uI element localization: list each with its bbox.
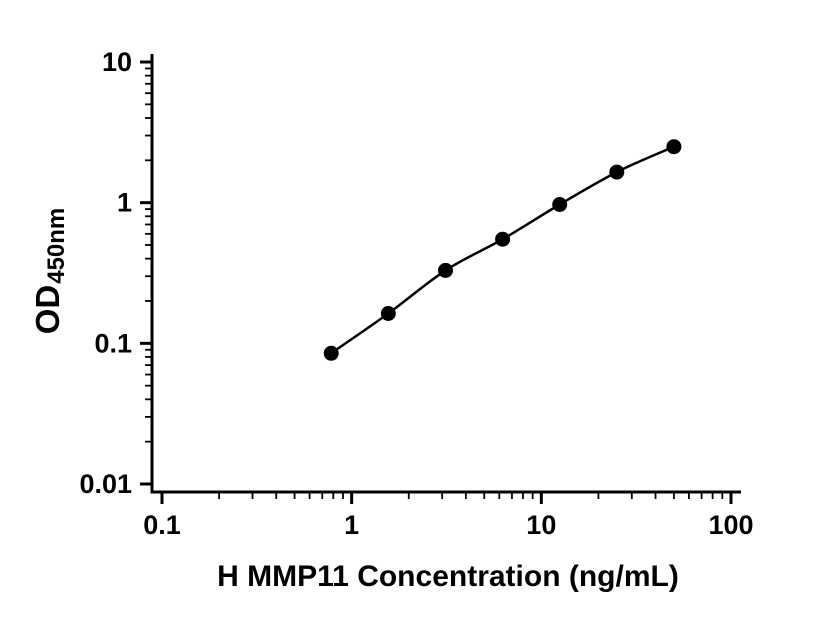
data-point xyxy=(552,197,568,212)
y-tick-label: 0.1 xyxy=(94,328,132,358)
data-point xyxy=(438,262,453,278)
x-tick-label: 100 xyxy=(708,510,753,540)
data-point xyxy=(666,139,682,155)
y-axis-label-main: OD xyxy=(29,284,66,335)
y-tick-label: 1 xyxy=(117,188,132,218)
x-tick-label: 10 xyxy=(526,510,556,540)
y-tick-label: 0.01 xyxy=(79,469,132,499)
data-point xyxy=(380,306,396,321)
x-axis-label: H MMP11 Concentration (ng/mL) xyxy=(217,560,679,593)
data-point xyxy=(323,345,339,361)
y-axis-label-subscript: 450nm xyxy=(43,207,70,284)
data-point xyxy=(495,231,511,247)
series-line xyxy=(330,145,675,355)
y-tick-label: 10 xyxy=(102,47,132,77)
x-tick-label: 0.1 xyxy=(143,510,181,540)
data-point xyxy=(609,164,625,180)
y-axis-label: OD450nm xyxy=(29,151,70,391)
x-tick-label: 1 xyxy=(344,510,359,540)
